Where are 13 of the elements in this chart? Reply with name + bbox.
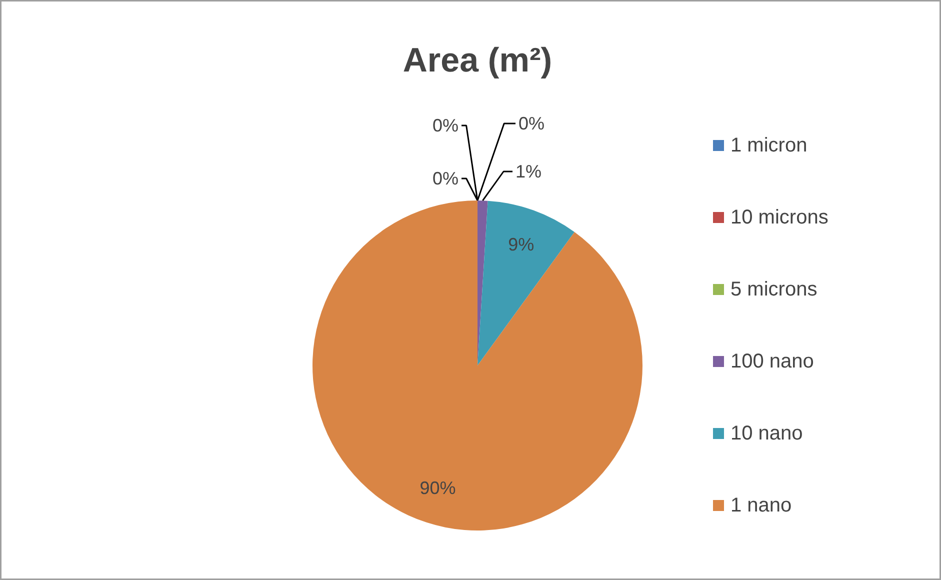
legend-label: 5 microns xyxy=(730,278,818,300)
chart-title: Area (m²) xyxy=(402,42,552,80)
legend-label: 1 micron xyxy=(730,134,808,156)
text: 0% xyxy=(432,168,458,188)
legend-label: 100 nano xyxy=(730,350,814,372)
text: 0% xyxy=(518,114,545,134)
legend-label: 10 nano xyxy=(730,422,803,444)
data-label: 90% xyxy=(420,478,456,498)
data-label: 1% xyxy=(516,162,542,182)
data-label: 9% xyxy=(508,234,534,254)
legend-label: 10 microns xyxy=(730,206,828,228)
legend-label: 1 nano xyxy=(730,494,792,516)
text: 0% xyxy=(432,116,458,136)
